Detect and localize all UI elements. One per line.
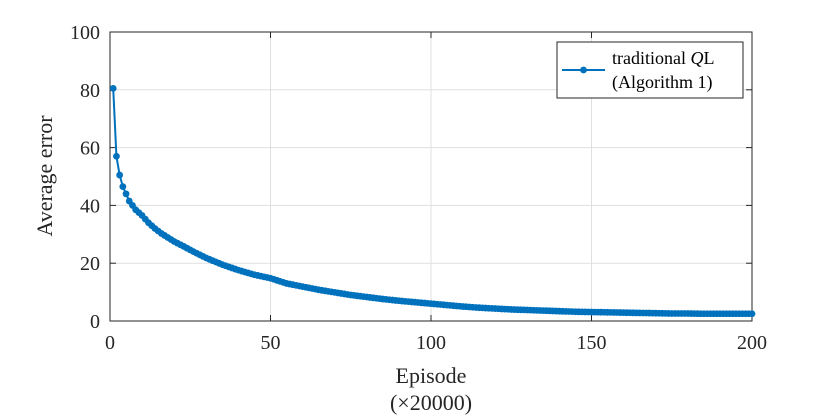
y-tick-label: 100 — [70, 22, 100, 44]
data-point — [748, 310, 756, 318]
x-tick-label: 0 — [105, 332, 115, 354]
ticks: 0 50 100 150 200 0 20 40 60 80 100 — [70, 22, 767, 354]
y-tick-label: 80 — [80, 80, 100, 102]
series-group — [109, 84, 756, 318]
data-point — [113, 152, 120, 160]
legend-label-line1: traditional QL — [612, 48, 714, 68]
data-point — [109, 84, 117, 92]
data-point — [122, 190, 130, 198]
data-point — [116, 171, 124, 179]
legend-label-italic: Q — [690, 48, 703, 68]
y-tick-label: 40 — [80, 195, 100, 217]
x-axis-title: Episode — [396, 363, 467, 388]
y-tick-label: 0 — [90, 311, 100, 333]
x-tick-label: 100 — [416, 332, 446, 354]
x-tick-label: 150 — [577, 332, 607, 354]
x-tick-label: 200 — [737, 332, 767, 354]
y-tick-label: 60 — [80, 138, 100, 160]
series-line — [112, 88, 752, 315]
legend-label-prefix: traditional — [612, 48, 690, 68]
x-tick-label: 50 — [261, 332, 281, 354]
legend-label-line2: (Algorithm 1) — [612, 72, 713, 93]
legend-label-suffix: L — [703, 48, 714, 68]
x-axis-unit: (×20000) — [390, 390, 472, 415]
y-tick-label: 20 — [80, 253, 100, 275]
legend-marker-swatch — [580, 66, 587, 74]
y-axis-title: Average error — [32, 115, 57, 237]
data-point — [119, 183, 127, 191]
legend: traditional QL (Algorithm 1) — [556, 41, 744, 99]
